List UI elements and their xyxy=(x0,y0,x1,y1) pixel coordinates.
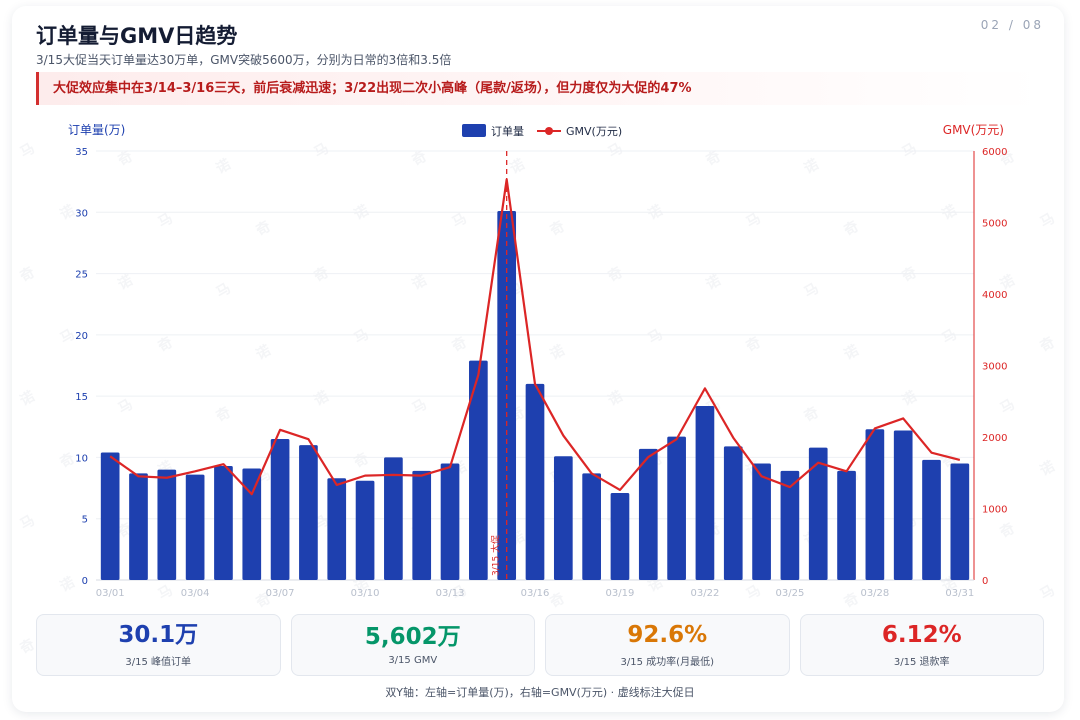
y-left-tick-label: 15 xyxy=(75,392,88,403)
order-bar xyxy=(638,448,658,580)
legend-marker-gmv xyxy=(545,127,553,135)
kpi-card-gmv: 5,602万 3/15 GMV xyxy=(290,614,535,676)
x-tick-label: 03/31 xyxy=(945,588,974,599)
order-bar xyxy=(384,457,403,580)
y-right-tick-label: 6000 xyxy=(982,147,1007,158)
y-right-tick-label: 4000 xyxy=(982,290,1007,301)
order-bar xyxy=(355,480,375,580)
kpi-label: 3/15 GMV xyxy=(388,655,438,666)
order-bar xyxy=(780,470,800,580)
x-tick-label: 03/04 xyxy=(181,588,210,599)
order-bar xyxy=(299,445,318,580)
promo-day-label: 3/15 大促 xyxy=(490,535,502,576)
legend-label-gmv: GMV(万元) xyxy=(566,125,622,138)
y-right-tick-label: 3000 xyxy=(982,362,1007,373)
order-bar xyxy=(837,470,856,580)
order-bar xyxy=(327,478,347,580)
order-bar xyxy=(412,470,432,580)
order-bar xyxy=(610,492,630,580)
order-bar xyxy=(893,430,913,580)
kpi-label: 3/15 峰值订单 xyxy=(125,657,192,668)
order-bar xyxy=(695,405,715,580)
kpi-value: 5,602万 xyxy=(364,624,461,650)
order-bar xyxy=(582,473,601,580)
y-left-tick-label: 25 xyxy=(75,270,88,281)
order-bar xyxy=(129,473,148,580)
order-bar xyxy=(185,474,205,580)
y-right-tick-label: 5000 xyxy=(982,219,1007,230)
order-bar xyxy=(242,468,262,580)
y-left-axis-title: 订单量(万) xyxy=(68,123,125,137)
y-left-tick-label: 0 xyxy=(82,576,88,587)
y-left-tick-label: 35 xyxy=(75,147,88,158)
order-bar xyxy=(808,447,828,580)
y-right-tick-label: 1000 xyxy=(982,505,1007,516)
chart-footnote: 双Y轴：左轴=订单量(万)，右轴=GMV(万元) · 虚线标注大促日 xyxy=(385,686,695,699)
kpi-card-peak-orders: 30.1万 3/15 峰值订单 xyxy=(36,614,281,676)
y-right-axis-title: GMV(万元) xyxy=(943,123,1004,137)
x-tick-label: 03/10 xyxy=(351,588,380,599)
kpi-label: 3/15 成功率(月最低) xyxy=(620,657,714,668)
order-bar xyxy=(270,439,290,580)
kpi-row: 30.1万 3/15 峰值订单 5,602万 3/15 GMV 92.6% 3/… xyxy=(36,614,1044,676)
kpi-value: 6.12% xyxy=(881,622,962,648)
x-tick-label: 03/16 xyxy=(521,588,550,599)
y-left-tick-label: 20 xyxy=(75,331,88,342)
gmv-line xyxy=(109,178,961,496)
page-title: 订单量与GMV日趋势 xyxy=(36,24,238,48)
kpi-value: 30.1万 xyxy=(118,622,199,648)
order-bar xyxy=(469,360,488,580)
slide-card xyxy=(12,6,1064,712)
x-tick-label: 03/13 xyxy=(436,588,465,599)
order-bar xyxy=(100,452,120,580)
order-bar xyxy=(950,463,970,580)
order-bar xyxy=(865,429,885,580)
kpi-label: 3/15 退款率 xyxy=(893,657,950,668)
order-bar xyxy=(752,463,771,580)
order-bar xyxy=(667,436,686,580)
y-left-tick-label: 10 xyxy=(75,453,88,464)
order-bar xyxy=(157,469,177,580)
x-tick-label: 03/28 xyxy=(860,588,889,599)
x-tick-label: 03/22 xyxy=(691,588,720,599)
order-bar xyxy=(723,446,743,580)
y-left-tick-label: 5 xyxy=(82,515,88,526)
x-tick-label: 03/07 xyxy=(266,588,295,599)
page-number: 02 / 08 xyxy=(980,18,1044,32)
order-bar xyxy=(214,466,233,580)
page-subtitle: 3/15大促当天订单量达30万单，GMV突破5600万，分别为日常的3倍和3.5… xyxy=(36,53,452,67)
order-bar xyxy=(440,463,460,580)
legend-label-orders: 订单量 xyxy=(491,125,524,138)
x-tick-label: 03/25 xyxy=(775,588,804,599)
x-tick-label: 03/19 xyxy=(606,588,635,599)
legend-swatch-orders xyxy=(462,124,486,137)
orders-gmv-chart: 0 5 10 15 20 25 30 35 0 1000 2000 3000 4000 5000 6000 订… xyxy=(68,123,1007,599)
y-left-tick-label: 30 xyxy=(75,208,88,219)
insight-callout: 大促效应集中在3/14–3/16三天，前后衰减迅速；3/22出现二次小高峰（尾款… xyxy=(36,72,1044,105)
y-right-tick-label: 0 xyxy=(982,576,988,587)
kpi-card-success-rate: 92.6% 3/15 成功率(月最低) xyxy=(545,614,790,676)
x-tick-label: 03/01 xyxy=(96,588,125,599)
order-bar xyxy=(525,383,545,580)
order-bar xyxy=(922,459,941,580)
kpi-value: 92.6% xyxy=(627,622,708,648)
kpi-card-refund-rate: 6.12% 3/15 退款率 xyxy=(799,614,1044,676)
order-bar xyxy=(553,456,573,580)
y-right-tick-label: 2000 xyxy=(982,433,1007,444)
